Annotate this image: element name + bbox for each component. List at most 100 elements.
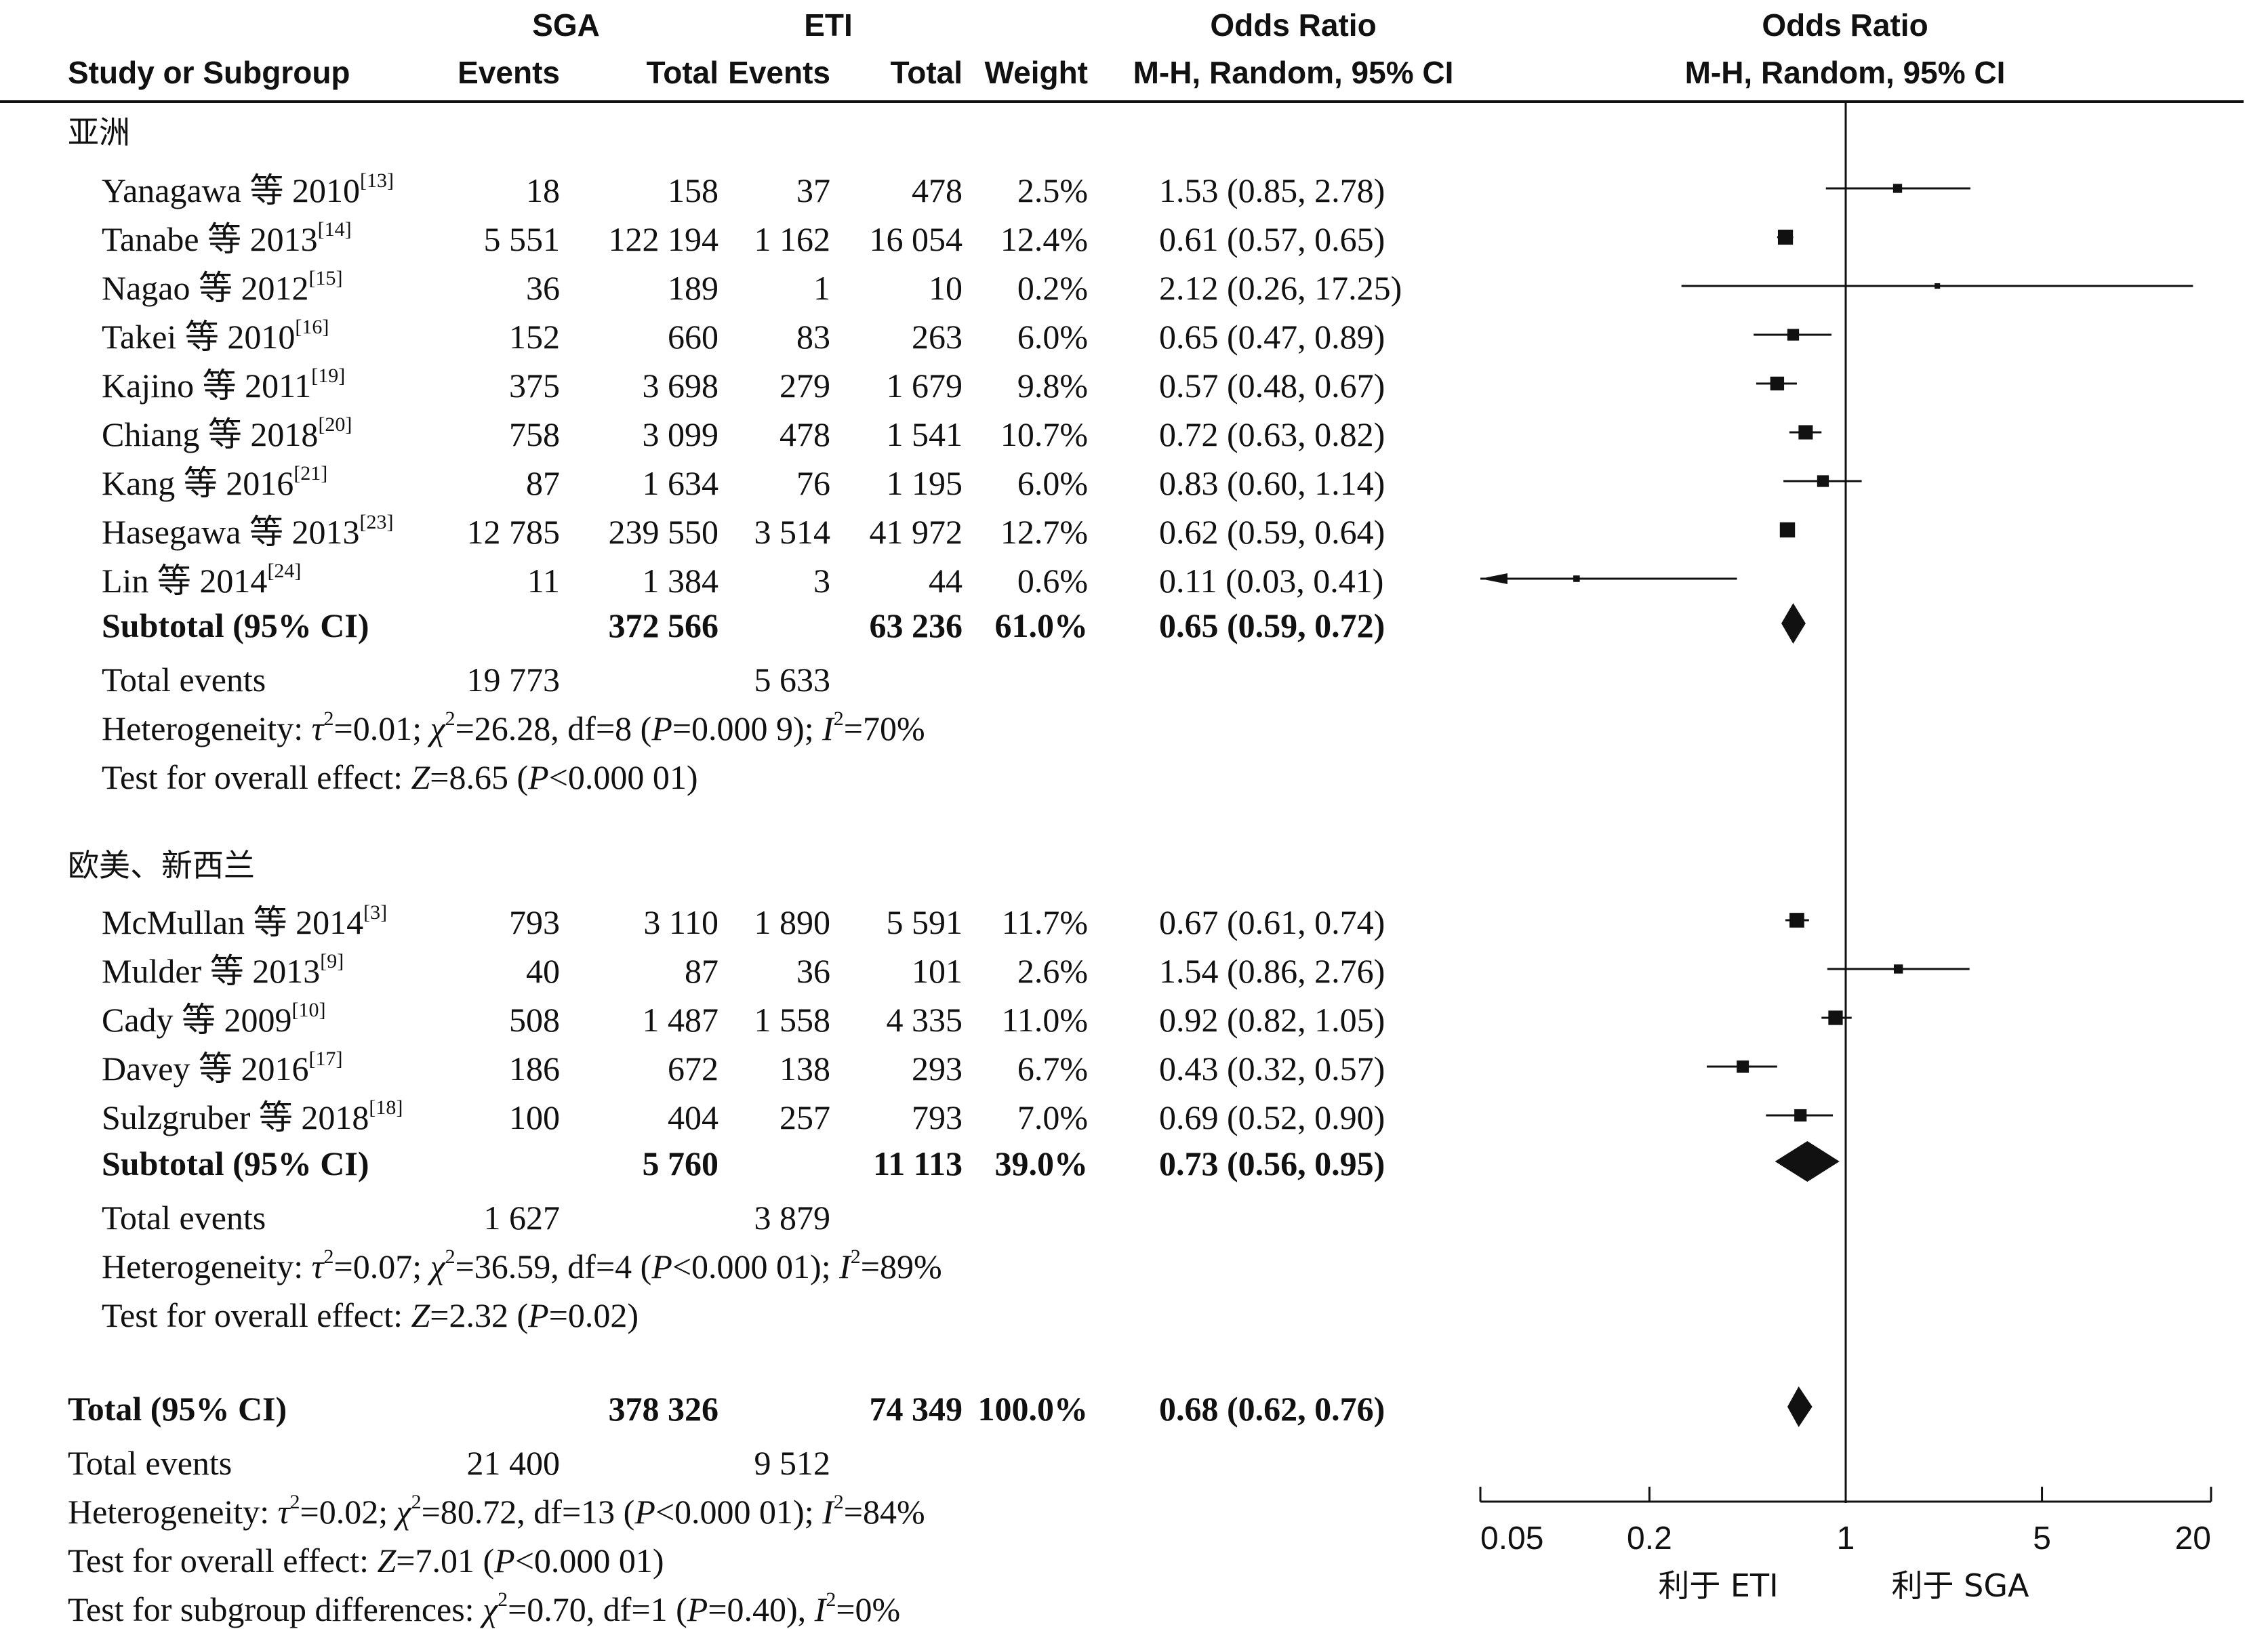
- sga-total: 404: [668, 1098, 718, 1136]
- sga-total: 660: [668, 318, 718, 356]
- subgroup-label: 亚洲: [68, 114, 130, 150]
- odds-ratio-ci: 0.11 (0.03, 0.41): [1159, 562, 1384, 600]
- eti-events: 1: [813, 269, 830, 307]
- sga-events: 11: [527, 562, 560, 600]
- total-events-sga: 19 773: [466, 661, 561, 699]
- weight: 6.7%: [1017, 1050, 1088, 1088]
- total-label: Total (95% CI): [68, 1390, 287, 1428]
- odds-ratio-ci: 2.12 (0.26, 17.25): [1159, 269, 1402, 307]
- study-reference: [21]: [293, 462, 328, 484]
- study-marker-square: [1935, 283, 1941, 289]
- study-reference: [17]: [308, 1048, 343, 1070]
- eti-total: 478: [912, 171, 963, 209]
- eti-events: 138: [779, 1050, 830, 1088]
- total-eti-total: 74 349: [869, 1390, 963, 1428]
- study-name: Nagao 等 2012[15]: [102, 268, 342, 306]
- weight: 6.0%: [1017, 464, 1088, 502]
- header-odds-ratio-plot: Odds Ratio: [1762, 7, 1928, 43]
- header-sga-total: Total: [646, 55, 718, 90]
- study-reference: [24]: [267, 560, 302, 582]
- sga-events: 758: [509, 415, 560, 453]
- subgroup-differences-chi-value: =0.70, df=1 (: [508, 1590, 687, 1628]
- study-reference: [20]: [318, 413, 352, 436]
- odds-ratio-ci: 0.69 (0.52, 0.90): [1159, 1098, 1385, 1136]
- heterogeneity-i-value: =70%: [843, 709, 925, 747]
- subtotal-diamond: [1781, 603, 1806, 644]
- study-reference: [13]: [359, 169, 394, 192]
- eti-total: 1 679: [886, 367, 963, 405]
- eti-events: 3: [813, 562, 830, 600]
- heterogeneity-sup: 2: [850, 1245, 861, 1268]
- subtotal-ci: 0.65 (0.59, 0.72): [1159, 606, 1385, 644]
- heterogeneity-tau-value: =0.01;: [333, 709, 430, 747]
- study-reference: [18]: [369, 1096, 403, 1119]
- total-overall-effect: Test for overall effect: Z=7.01 (P<0.000…: [68, 1544, 664, 1578]
- heterogeneity-tau-value: =0.07;: [333, 1247, 430, 1285]
- study-name: Davey 等 2016[17]: [102, 1049, 342, 1086]
- study-name: Sulzgruber 等 2018[18]: [102, 1098, 403, 1136]
- study-name: Hasegawa 等 2013[23]: [102, 512, 393, 550]
- subgroup-label: 欧美、新西兰: [68, 847, 255, 884]
- heterogeneity-sup: 2: [323, 1245, 334, 1268]
- total-ci: 0.68 (0.62, 0.76): [1159, 1390, 1385, 1428]
- total-events-eti: 3 879: [754, 1199, 831, 1237]
- overall-effect-p: P: [528, 758, 549, 796]
- heterogeneity-tau: τ: [311, 1247, 324, 1285]
- overall-effect-z-value: =8.65 (: [430, 758, 529, 796]
- total-events-sga: 1 627: [483, 1199, 561, 1237]
- eti-events: 3 514: [754, 513, 831, 551]
- total-diamond: [1787, 1386, 1813, 1427]
- sga-events: 375: [509, 367, 560, 405]
- study-name-text: Takei 等 2010: [102, 318, 296, 356]
- eti-events: 83: [796, 318, 830, 356]
- sga-total: 1 384: [642, 562, 719, 600]
- study-name-text: Tanabe 等 2013: [102, 220, 318, 258]
- study-name-text: McMullan 等 2014: [102, 903, 364, 941]
- eti-total: 101: [912, 952, 963, 990]
- sga-total: 3 110: [643, 903, 718, 941]
- total-heterogeneity-p-value: <0.000 01);: [655, 1493, 823, 1531]
- study-reference: [9]: [320, 950, 344, 972]
- total-overall-effect-p-value: <0.000 01): [514, 1542, 664, 1580]
- overall-effect-p-value: =0.02): [548, 1296, 639, 1334]
- eti-total: 16 054: [869, 220, 963, 258]
- total-heterogeneity: Heterogeneity: τ2=0.02; χ2=80.72, df=13 …: [68, 1492, 925, 1531]
- sga-total: 672: [668, 1050, 718, 1088]
- study-name: Kajino 等 2011[19]: [102, 366, 345, 403]
- heterogeneity-p-value: <0.000 01);: [672, 1247, 840, 1285]
- header-method: M-H, Random, 95% CI: [1133, 55, 1454, 90]
- subgroup-differences-sup: 2: [498, 1588, 508, 1611]
- study-name-text: Sulzgruber 等 2018: [102, 1098, 369, 1136]
- eti-events: 1 162: [754, 220, 831, 258]
- odds-ratio-ci: 0.43 (0.32, 0.57): [1159, 1050, 1385, 1088]
- weight: 7.0%: [1017, 1098, 1088, 1136]
- heterogeneity-chi-value: =26.28, df=8 (: [455, 709, 652, 747]
- header-weight: Weight: [984, 55, 1088, 90]
- study-name: McMullan 等 2014[3]: [102, 903, 387, 941]
- overall-effect-z: Z: [411, 758, 430, 796]
- study-name-text: Kang 等 2016: [102, 464, 294, 502]
- overall-effect-z-value: =2.32 (: [430, 1296, 529, 1334]
- total-overall-effect-z-value: =7.01 (: [396, 1542, 495, 1580]
- odds-ratio-ci: 0.65 (0.47, 0.89): [1159, 318, 1385, 356]
- subgroup-differences-prefix: Test for subgroup differences:: [68, 1590, 483, 1628]
- odds-ratio-ci: 0.92 (0.82, 1.05): [1159, 1001, 1385, 1039]
- subtotal-weight: 61.0%: [994, 606, 1089, 644]
- odds-ratio-ci: 0.83 (0.60, 1.14): [1159, 464, 1385, 502]
- subtotal-ci: 0.73 (0.56, 0.95): [1159, 1145, 1385, 1182]
- study-reference: [10]: [291, 999, 326, 1021]
- study-name: Cady 等 2009[10]: [102, 1000, 326, 1037]
- eti-total: 263: [912, 318, 963, 356]
- total-heterogeneity-chi: χ: [396, 1493, 411, 1531]
- sga-events: 18: [526, 171, 560, 209]
- sga-total: 3 099: [642, 415, 719, 453]
- heterogeneity-i: I: [839, 1247, 851, 1285]
- eti-total: 793: [912, 1098, 963, 1136]
- eti-events: 76: [796, 464, 830, 502]
- weight: 11.0%: [1001, 1001, 1088, 1039]
- eti-events: 36: [796, 952, 830, 990]
- x-axis-tick-label: 20: [2175, 1521, 2211, 1556]
- subtotal-diamond: [1775, 1141, 1840, 1182]
- header-rule: [0, 100, 2244, 103]
